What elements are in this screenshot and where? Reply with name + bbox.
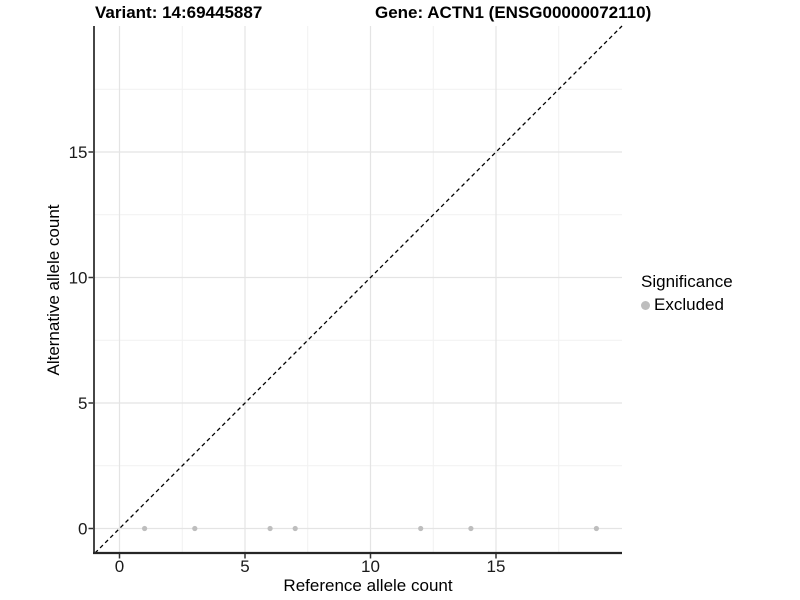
data-point <box>292 525 298 532</box>
y-tick-label: 0 <box>78 520 87 539</box>
data-point <box>142 525 148 532</box>
y-axis-label: Alternative allele count <box>44 204 63 376</box>
gene-title: Gene: ACTN1 (ENSG00000072110) <box>375 3 652 22</box>
x-tick-label: 10 <box>361 557 380 576</box>
y-tick-label: 5 <box>78 394 87 413</box>
y-tick-label: 15 <box>69 143 88 162</box>
data-point <box>593 525 600 532</box>
data-point <box>192 525 198 532</box>
variant-title: Variant: 14:69445887 <box>95 3 263 22</box>
x-axis-label: Reference allele count <box>283 576 453 595</box>
data-point <box>418 525 424 532</box>
x-tick-label: 5 <box>240 557 249 576</box>
data-point <box>468 525 474 532</box>
legend: Significance Excluded <box>641 272 733 315</box>
data-point <box>267 525 273 532</box>
legend-title: Significance <box>641 272 733 291</box>
x-tick-label: 15 <box>487 557 506 576</box>
x-tick-label: 0 <box>115 557 124 576</box>
excluded-point-icon <box>641 300 650 310</box>
y-tick-label: 10 <box>69 269 88 288</box>
legend-item-excluded: Excluded <box>641 295 733 315</box>
legend-item-label: Excluded <box>654 295 724 314</box>
identity-reference-line <box>94 25 623 554</box>
